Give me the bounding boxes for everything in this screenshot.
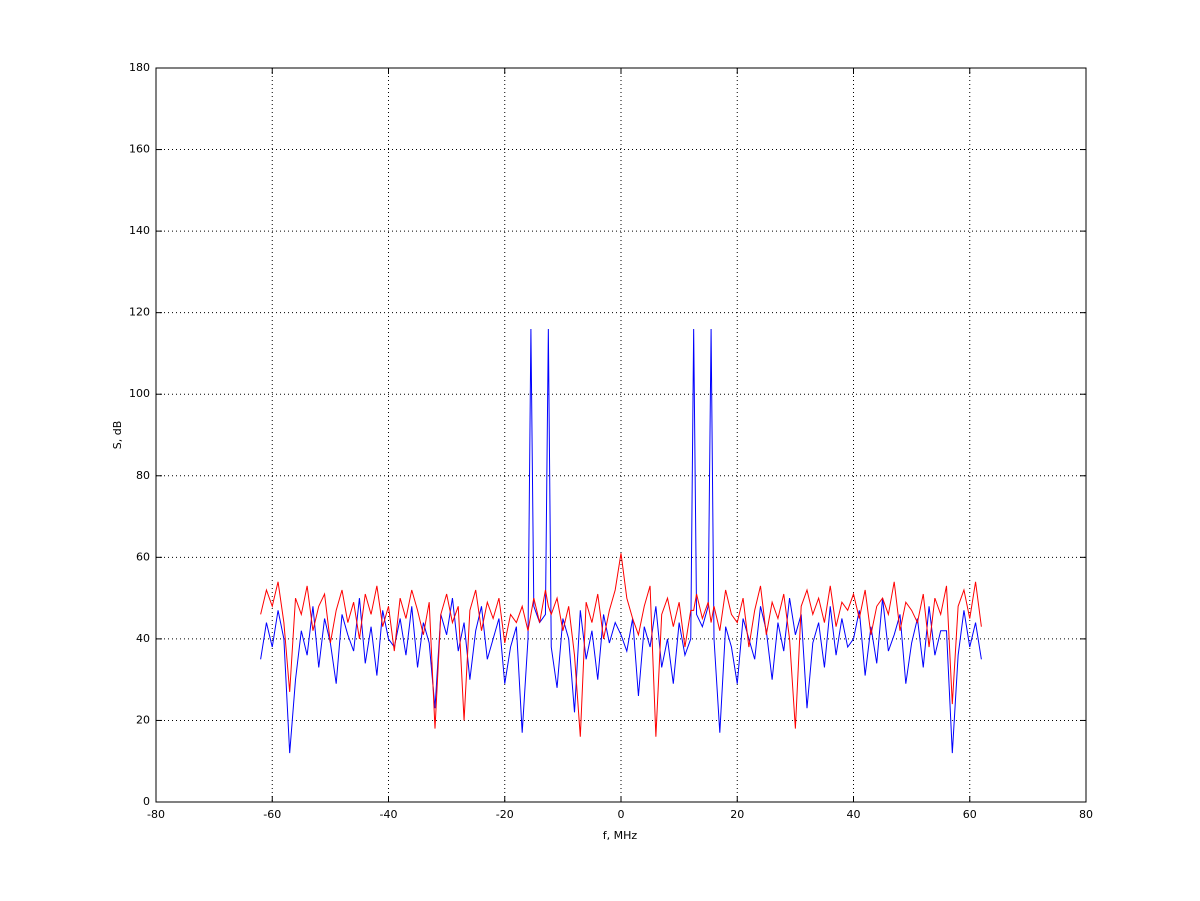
x-tick-label: 40 bbox=[847, 808, 861, 821]
x-tick-label: -20 bbox=[496, 808, 514, 821]
x-tick-label: 0 bbox=[618, 808, 625, 821]
y-tick-label: 100 bbox=[129, 387, 150, 400]
y-tick-label: 60 bbox=[136, 550, 150, 563]
x-tick-label: -60 bbox=[263, 808, 281, 821]
plot-area bbox=[155, 67, 1087, 803]
y-tick-label: 160 bbox=[129, 143, 150, 156]
x-tick-label: -80 bbox=[147, 808, 165, 821]
y-axis-label: S, dB bbox=[111, 421, 124, 450]
x-tick-label: -40 bbox=[380, 808, 398, 821]
y-tick-label: 40 bbox=[136, 632, 150, 645]
y-tick-label: 80 bbox=[136, 469, 150, 482]
y-tick-label: 20 bbox=[136, 713, 150, 726]
y-tick-label: 120 bbox=[129, 306, 150, 319]
x-tick-label: 80 bbox=[1079, 808, 1093, 821]
y-tick-label: 140 bbox=[129, 224, 150, 237]
x-tick-label: 60 bbox=[963, 808, 977, 821]
x-axis-label: f, MHz bbox=[603, 829, 638, 842]
y-tick-label: 180 bbox=[129, 61, 150, 74]
data-line bbox=[260, 553, 982, 737]
y-tick-label: 0 bbox=[143, 795, 150, 808]
x-tick-label: 20 bbox=[730, 808, 744, 821]
